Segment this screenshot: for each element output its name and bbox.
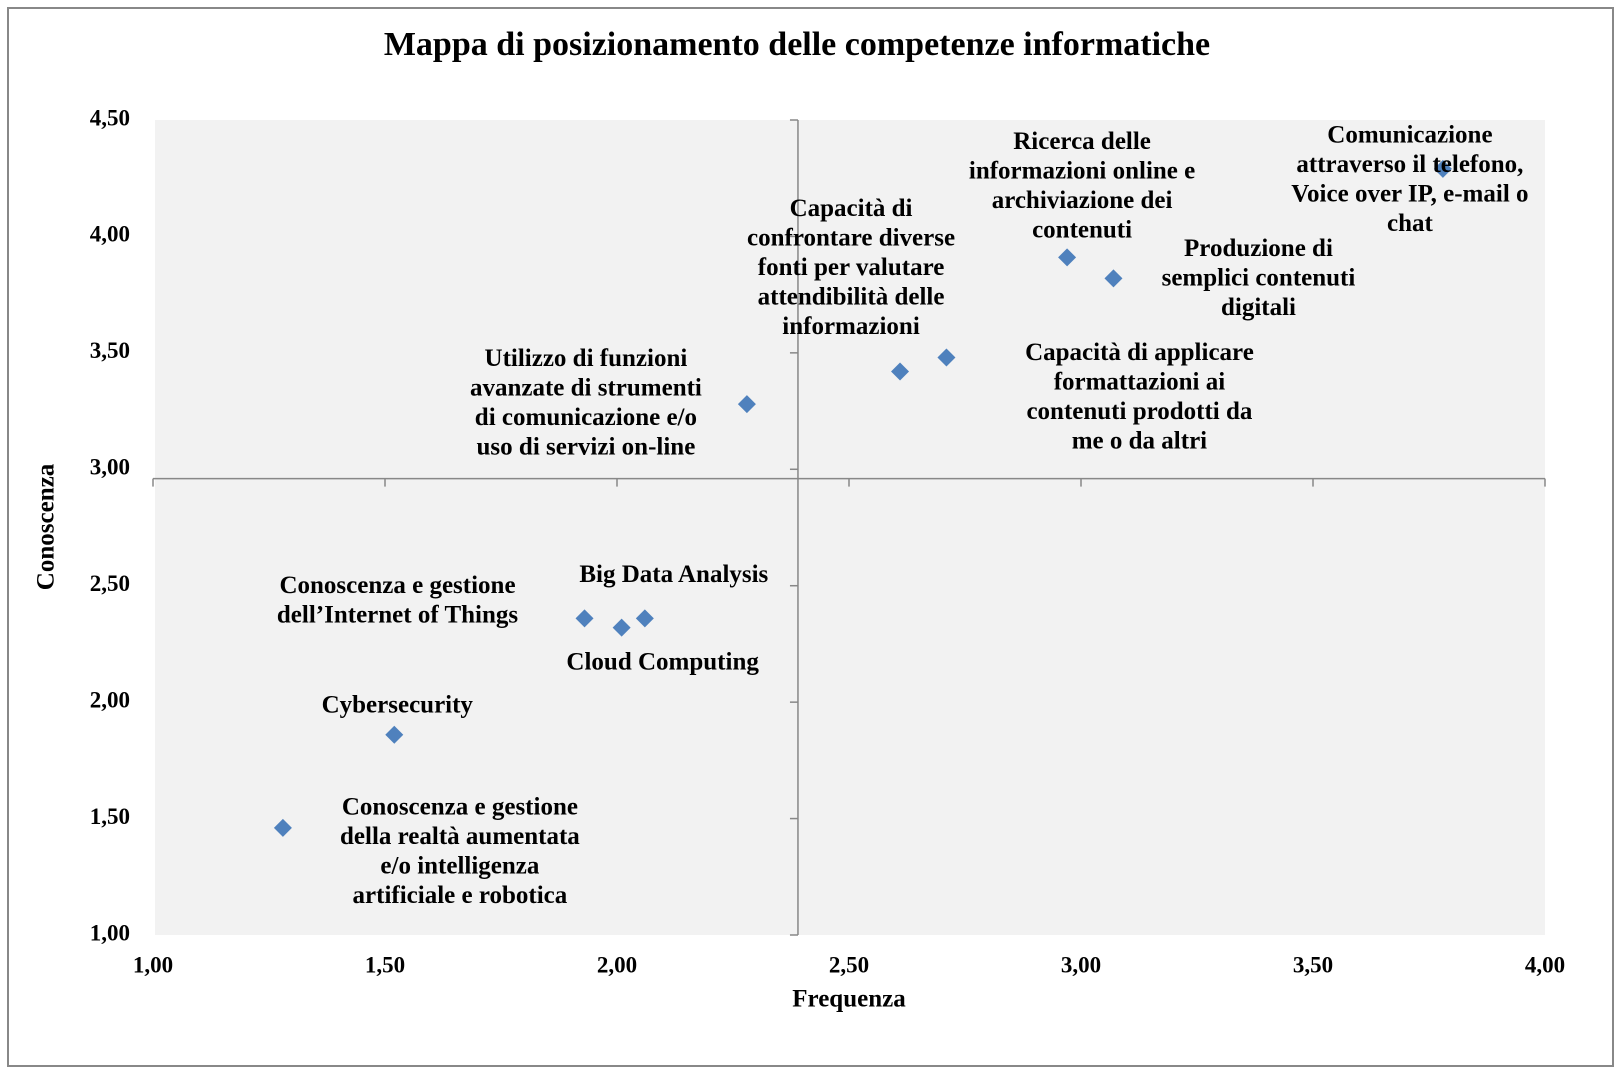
point-label: fonti per valutare (758, 254, 945, 281)
point-label: della realtà aumentata (340, 823, 580, 850)
point (612, 618, 631, 637)
point (1058, 248, 1077, 267)
point-label: Capacità di applicare (1025, 339, 1254, 366)
point-label: di comunicazione e/o (475, 404, 697, 431)
point-label: dell’Internet of Things (277, 602, 518, 629)
y-tick-label: 4,00 (90, 222, 130, 247)
point-label: Cloud Computing (566, 648, 759, 675)
y-tick-label: 1,50 (90, 804, 130, 829)
point-label: uso di servizi on-line (477, 433, 696, 460)
y-tick-label: 1,00 (90, 920, 130, 945)
y-tick-label: 2,00 (90, 687, 130, 712)
point-label: archiviazione dei (992, 187, 1173, 214)
x-tick-label: 4,00 (1525, 952, 1565, 977)
point (385, 725, 404, 744)
point-label: artificiale e robotica (353, 882, 568, 909)
point (1433, 159, 1452, 178)
point-label: Conoscenza e gestione (342, 794, 578, 821)
point-label: informazioni online e (969, 158, 1195, 185)
x-tick-label: 3,50 (1293, 952, 1333, 977)
y-tick-label: 3,50 (90, 338, 130, 363)
point-label: semplici contenuti (1162, 265, 1356, 292)
point (737, 395, 756, 414)
point-label: contenuti (1032, 217, 1132, 244)
point (937, 348, 956, 367)
x-axis-label: Frequenza (792, 986, 906, 1013)
point-label: Voice over IP, e-mail o (1291, 181, 1528, 208)
point-label: Comunicazione (1327, 122, 1492, 149)
x-tick-label: 3,00 (1061, 952, 1101, 977)
point-label: Cybersecurity (322, 691, 474, 718)
point-label: attraverso il telefono, (1296, 151, 1523, 178)
point-label: Utilizzo di funzioni (485, 345, 688, 372)
point-label: Capacità di (790, 195, 913, 222)
point-label: Conoscenza e gestione (279, 572, 515, 599)
point (575, 609, 594, 628)
y-tick-label: 4,50 (90, 105, 130, 130)
y-tick-label: 2,50 (90, 571, 130, 596)
point (891, 362, 910, 381)
point-label: me o da altri (1072, 428, 1207, 455)
point (1104, 269, 1123, 288)
point-label: e/o intelligenza (380, 853, 539, 880)
x-tick-label: 2,50 (829, 952, 869, 977)
chart-title: Mappa di posizionamento delle competenze… (384, 26, 1210, 63)
point-label: Produzione di (1184, 235, 1333, 262)
point-label: attendibilità delle (758, 284, 945, 311)
x-tick-label: 1,00 (133, 952, 173, 977)
point-label: confrontare diverse (747, 225, 955, 252)
point-label: informazioni (782, 313, 920, 340)
point-label: Big Data Analysis (579, 561, 768, 588)
point-label: formattazioni ai (1054, 369, 1226, 396)
y-axis-label: Conoscenza (33, 463, 60, 590)
point-label: avanzate di strumenti (470, 374, 702, 401)
point-label: Ricerca delle (1013, 128, 1151, 155)
y-tick-label: 3,00 (90, 455, 130, 480)
point-label: contenuti prodotti da (1026, 398, 1252, 425)
point (273, 818, 292, 837)
x-tick-label: 1,50 (365, 952, 405, 977)
point-label: chat (1387, 210, 1434, 237)
point (635, 609, 654, 628)
x-tick-label: 2,00 (597, 952, 637, 977)
point-label: digitali (1221, 294, 1296, 321)
plot-area (155, 120, 1545, 935)
